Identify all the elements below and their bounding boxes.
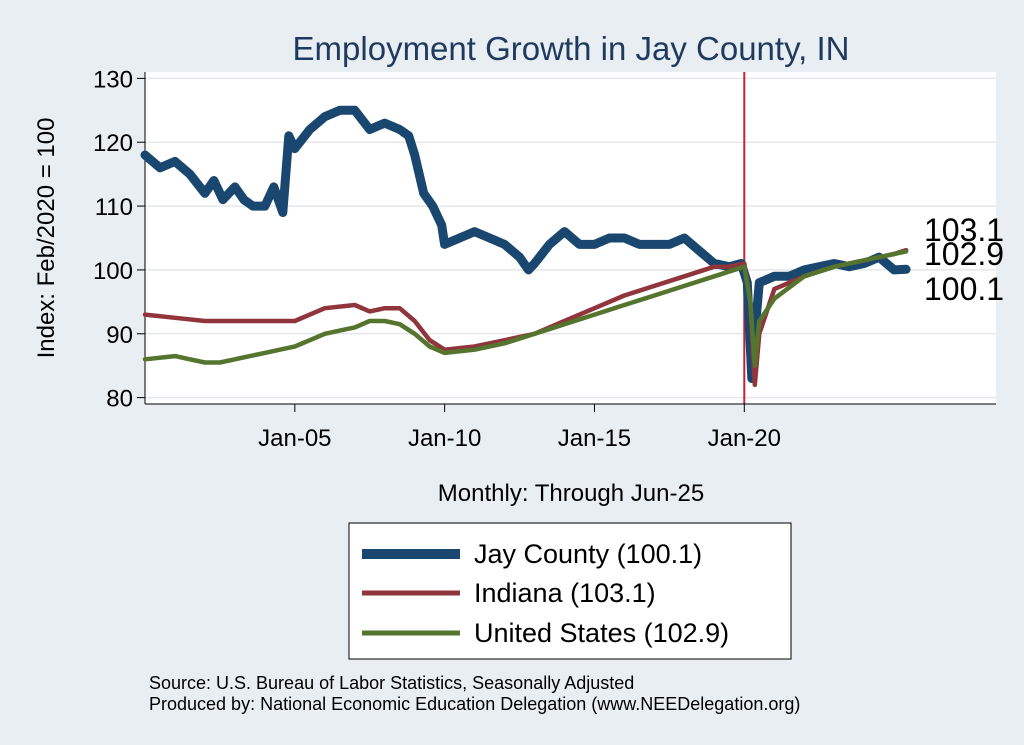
end-label: 103.1 xyxy=(924,212,1004,248)
x-tick-label: Jan-10 xyxy=(408,425,481,452)
end-label: 102.9 xyxy=(924,236,1004,272)
series-line-united-states xyxy=(142,249,909,368)
x-axis-label: Monthly: Through Jun-25 xyxy=(438,480,704,507)
x-tick-label: Jan-20 xyxy=(708,425,781,452)
legend-label-indiana: Indiana (103.1) xyxy=(474,578,656,608)
end-label: 100.1 xyxy=(924,271,1004,307)
x-tick-label: Jan-05 xyxy=(258,425,331,452)
chart-title: Employment Growth in Jay County, IN xyxy=(293,30,850,67)
series-line-jay-county xyxy=(140,105,911,383)
legend-label-united-states: United States (102.9) xyxy=(474,618,729,648)
y-tick-label: 90 xyxy=(106,322,133,349)
legend: Jay County (100.1) Indiana (103.1) Unite… xyxy=(348,522,792,660)
produced-by-note: Produced by: National Economic Education… xyxy=(149,694,800,714)
legend-label-jay-county: Jay County (100.1) xyxy=(474,539,702,569)
x-tick-label: Jan-15 xyxy=(558,425,631,452)
y-tick-label: 80 xyxy=(106,386,133,413)
y-axis-label: Index: Feb/2020 = 100 xyxy=(33,118,60,359)
y-tick-label: 120 xyxy=(93,130,133,157)
axes: 80 90 100 110 120 130 Jan-05 Jan-10 Jan-15 Jan-20 xyxy=(93,66,996,452)
y-tick-label: 110 xyxy=(95,194,133,221)
y-tick-label: 100 xyxy=(93,258,133,285)
y-tick-label: 130 xyxy=(93,66,133,93)
source-note: Source: U.S. Bureau of Labor Statistics,… xyxy=(149,673,634,693)
data-series xyxy=(140,105,911,388)
